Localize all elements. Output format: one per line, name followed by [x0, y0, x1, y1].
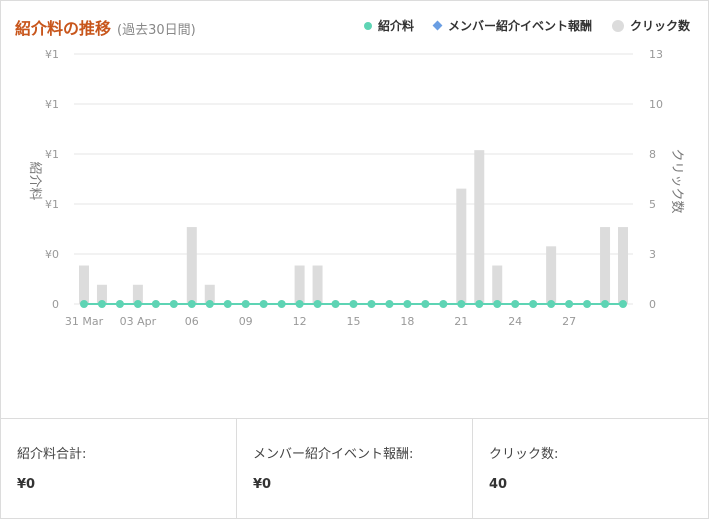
- y-right-tick-label: 3: [649, 248, 656, 261]
- y-right-tick-label: 13: [649, 48, 663, 61]
- stat-member-reward: メンバー紹介イベント報酬: ¥0: [237, 419, 473, 519]
- stat-label: メンバー紹介イベント報酬:: [253, 447, 414, 462]
- click-bar[interactable]: [456, 188, 467, 304]
- x-tick-label: 24: [508, 315, 522, 328]
- legend-dot-icon: [363, 21, 372, 30]
- stat-clicks: クリック数: 40: [473, 419, 708, 519]
- referral-fee-point[interactable]: [223, 300, 232, 308]
- referral-fee-point[interactable]: [385, 300, 394, 308]
- y-left-tick-label: ¥1: [45, 48, 59, 61]
- referral-fee-point[interactable]: [205, 300, 214, 308]
- referral-fee-point[interactable]: [421, 300, 430, 308]
- referral-fee-point[interactable]: [439, 300, 448, 308]
- y-right-axis-title: クリック数: [669, 148, 684, 213]
- referral-fee-point[interactable]: [547, 300, 556, 308]
- y-right-tick-label: 10: [649, 98, 663, 111]
- x-tick-label: 31 Mar: [65, 315, 104, 328]
- chart-title: 紹介料の推移: [15, 19, 112, 38]
- y-right-tick-label: 0: [649, 298, 656, 311]
- referral-fee-point[interactable]: [97, 300, 106, 308]
- click-bar[interactable]: [312, 265, 323, 304]
- referral-fee-point[interactable]: [277, 300, 286, 308]
- click-bar[interactable]: [600, 227, 611, 304]
- y-left-tick-label: ¥1: [45, 98, 59, 111]
- stat-referral-total: 紹介料合計: ¥0: [1, 419, 237, 519]
- y-left-tick-label: ¥0: [45, 248, 59, 261]
- chart-legend: 紹介料 メンバー紹介イベント報酬 クリック数: [344, 17, 690, 34]
- x-tick-label: 06: [185, 315, 199, 328]
- referral-fee-point[interactable]: [529, 300, 538, 308]
- y-left-tick-label: 0: [52, 298, 59, 311]
- referral-fee-point[interactable]: [133, 300, 142, 308]
- referral-fee-point[interactable]: [367, 300, 376, 308]
- y-left-tick-label: ¥1: [45, 148, 59, 161]
- x-tick-label: 09: [239, 315, 253, 328]
- stat-label: 紹介料合計:: [17, 447, 87, 462]
- legend-label: クリック数: [629, 19, 690, 33]
- summary-footer: 紹介料合計: ¥0 メンバー紹介イベント報酬: ¥0 クリック数: 40: [1, 418, 708, 519]
- referral-fee-point[interactable]: [80, 300, 88, 308]
- y-left-axis-title: 紹介料: [27, 161, 42, 200]
- click-bar[interactable]: [618, 227, 628, 304]
- click-bar[interactable]: [474, 150, 485, 304]
- x-tick-label: 15: [347, 315, 361, 328]
- referral-fee-point[interactable]: [169, 300, 178, 308]
- chart-header: 紹介料の推移 (過去30日間): [15, 15, 196, 39]
- referral-fee-point[interactable]: [619, 300, 627, 308]
- x-tick-label: 27: [562, 315, 576, 328]
- referral-fee-point[interactable]: [583, 300, 592, 308]
- x-tick-label: 18: [400, 315, 414, 328]
- stat-value: ¥0: [253, 477, 272, 492]
- y-left-tick-label: ¥1: [45, 198, 59, 211]
- click-bar[interactable]: [132, 284, 143, 304]
- stat-label: クリック数:: [489, 447, 559, 462]
- referral-fee-point[interactable]: [151, 300, 160, 308]
- click-bar[interactable]: [96, 284, 107, 304]
- referral-fee-point[interactable]: [457, 300, 466, 308]
- legend-circle-icon: [611, 19, 624, 32]
- referral-fee-point[interactable]: [349, 300, 358, 308]
- referral-fee-point[interactable]: [493, 300, 502, 308]
- referral-fee-point[interactable]: [187, 300, 196, 308]
- referral-fee-point[interactable]: [475, 300, 484, 308]
- legend-label: メンバー紹介イベント報酬: [447, 19, 592, 33]
- referral-fee-point[interactable]: [259, 300, 268, 308]
- referral-fee-point[interactable]: [565, 300, 574, 308]
- click-bar[interactable]: [186, 227, 197, 304]
- referral-fee-point[interactable]: [295, 300, 304, 308]
- legend-item-clicks[interactable]: クリック数: [611, 17, 690, 34]
- click-bar[interactable]: [546, 246, 557, 304]
- x-tick-label: 21: [454, 315, 468, 328]
- click-bar[interactable]: [294, 265, 305, 304]
- referral-fee-point[interactable]: [403, 300, 412, 308]
- referral-chart: 0 0 ¥0 3 ¥1 5 ¥1 8 ¥1 10 ¥1 13 紹介料 クリック数 31 Mar 03 Apr 0…: [27, 48, 684, 328]
- x-tick-label: 12: [293, 315, 307, 328]
- y-right-tick-label: 8: [649, 148, 656, 161]
- referral-fee-point[interactable]: [241, 300, 250, 308]
- y-right-tick-label: 5: [649, 198, 656, 211]
- stat-value: 40: [489, 477, 508, 492]
- legend-diamond-icon: [432, 20, 443, 31]
- legend-item-referral-fee[interactable]: 紹介料: [363, 17, 414, 34]
- referral-fee-point[interactable]: [313, 300, 322, 308]
- chart-subtitle: (過去30日間): [117, 23, 196, 38]
- stat-value: ¥0: [17, 477, 36, 492]
- legend-item-member-reward[interactable]: メンバー紹介イベント報酬: [432, 17, 592, 34]
- x-tick-label: 03 Apr: [120, 315, 157, 328]
- click-bar[interactable]: [79, 265, 89, 304]
- referral-fee-point[interactable]: [115, 300, 124, 308]
- referral-fee-point[interactable]: [331, 300, 340, 308]
- click-bar[interactable]: [204, 284, 215, 304]
- legend-label: 紹介料: [377, 19, 414, 33]
- click-bar[interactable]: [492, 265, 503, 304]
- referral-fee-point[interactable]: [601, 300, 610, 308]
- referral-fee-point[interactable]: [511, 300, 520, 308]
